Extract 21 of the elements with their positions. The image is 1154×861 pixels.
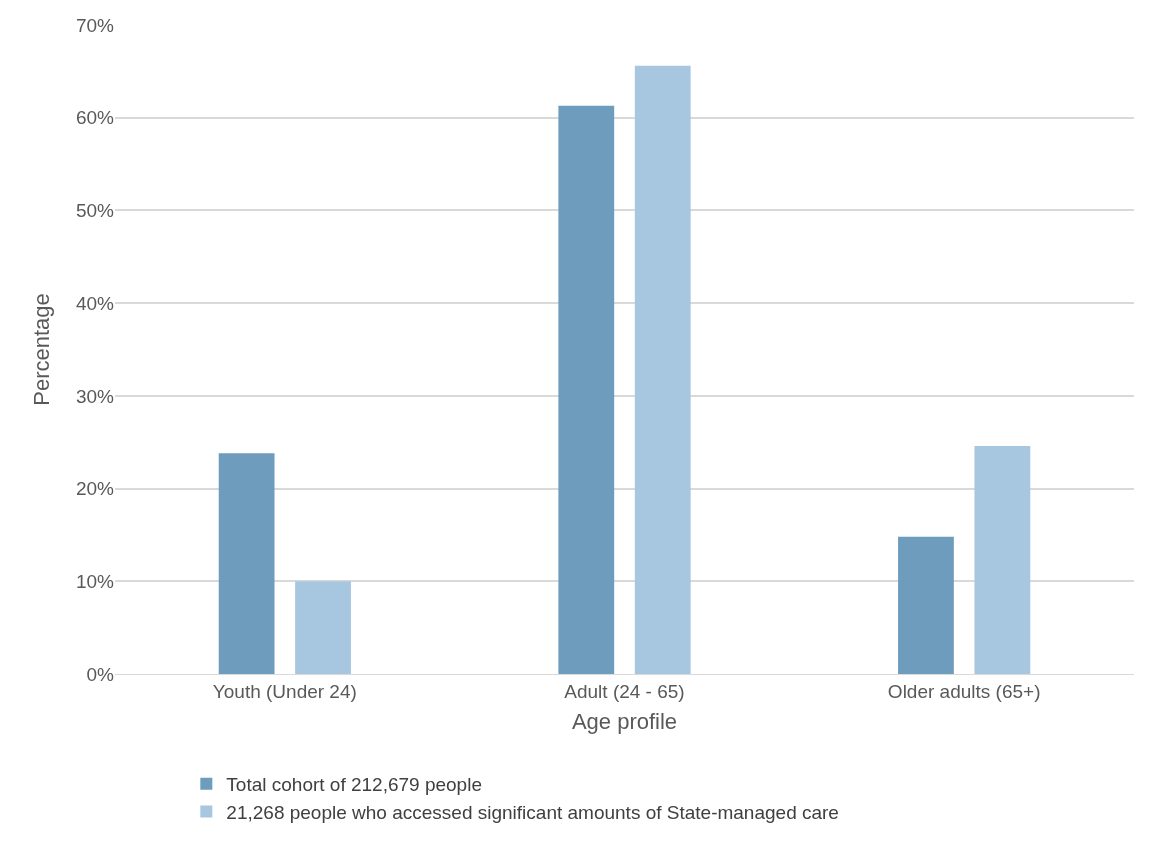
y-tick-label: 30% [75, 385, 115, 407]
bar [634, 65, 691, 674]
y-tick-label: 20% [75, 478, 115, 500]
y-tick-label: 40% [75, 292, 115, 314]
y-tick-label: 0% [86, 663, 115, 685]
x-tick-label: Adult (24 - 65) [564, 680, 685, 702]
y-tick-label: 60% [75, 107, 115, 129]
bar [974, 445, 1031, 674]
bar [558, 105, 615, 674]
legend-label: 21,268 people who accessed significant amounts of State-managed care [226, 801, 839, 823]
bar [898, 536, 954, 674]
x-tick-label: Older adults (65+) [887, 680, 1041, 702]
x-axis-title: Age profile [571, 708, 678, 734]
y-tick-label: 50% [75, 200, 115, 222]
y-tick-label: 10% [75, 570, 115, 592]
y-tick-label: 70% [75, 14, 115, 36]
legend-label: Total cohort of 212,679 people [226, 774, 482, 796]
bar [295, 581, 351, 674]
bar [218, 453, 275, 674]
x-tick-label: Youth (Under 24) [212, 680, 357, 702]
y-axis-title: Percentage [28, 293, 54, 406]
